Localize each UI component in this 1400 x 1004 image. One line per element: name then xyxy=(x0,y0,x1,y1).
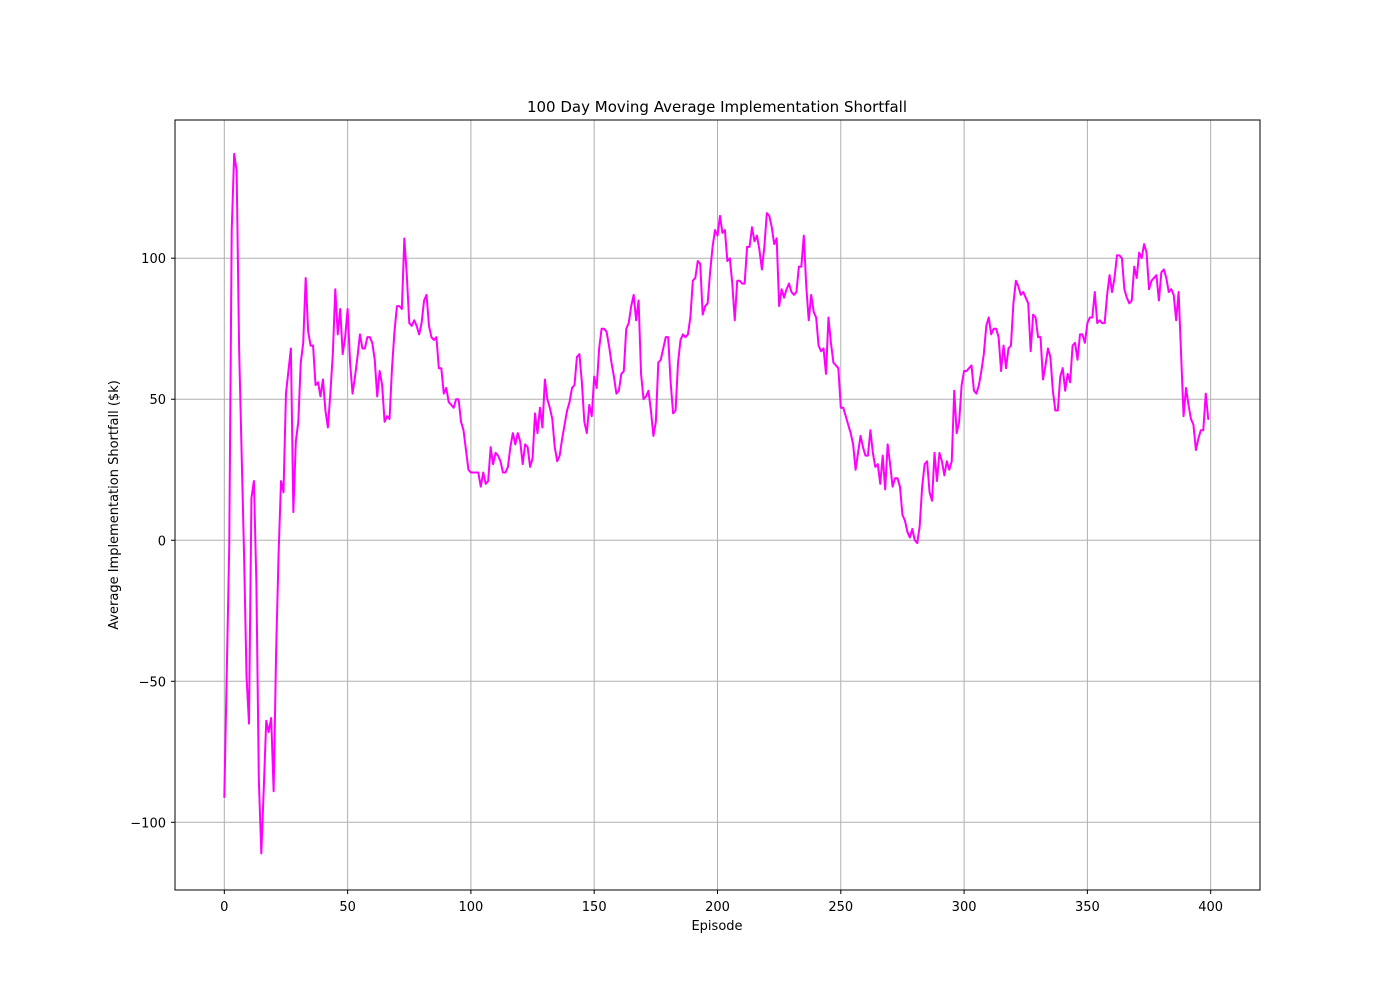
grid-layer xyxy=(175,120,1260,890)
x-tick-label: 200 xyxy=(705,900,730,915)
x-tick-label: 150 xyxy=(582,900,607,915)
y-tick-label: −100 xyxy=(130,816,166,831)
y-tick-label: −50 xyxy=(139,675,166,690)
x-tick-label: 0 xyxy=(220,900,228,915)
x-tick-label: 400 xyxy=(1198,900,1223,915)
y-tick-label: 50 xyxy=(149,393,166,408)
x-tick-label: 250 xyxy=(828,900,853,915)
tick-layer: 0 50 100 150 200 250 300 350 400 −100 −50 0 50 100 xyxy=(130,252,1223,915)
x-tick-label: 350 xyxy=(1075,900,1100,915)
x-axis-label: Episode xyxy=(691,919,742,934)
y-tick-label: 0 xyxy=(158,534,166,549)
x-tick-label: 300 xyxy=(952,900,977,915)
x-tick-label: 100 xyxy=(458,900,483,915)
series-line xyxy=(223,152,1210,855)
y-axis-label: Average Implementation Shortfall ($k) xyxy=(107,380,122,630)
x-tick-label: 50 xyxy=(339,900,356,915)
chart-title: 100 Day Moving Average Implementation Sh… xyxy=(527,98,907,116)
y-tick-label: 100 xyxy=(141,252,166,267)
series-layer xyxy=(223,152,1210,855)
